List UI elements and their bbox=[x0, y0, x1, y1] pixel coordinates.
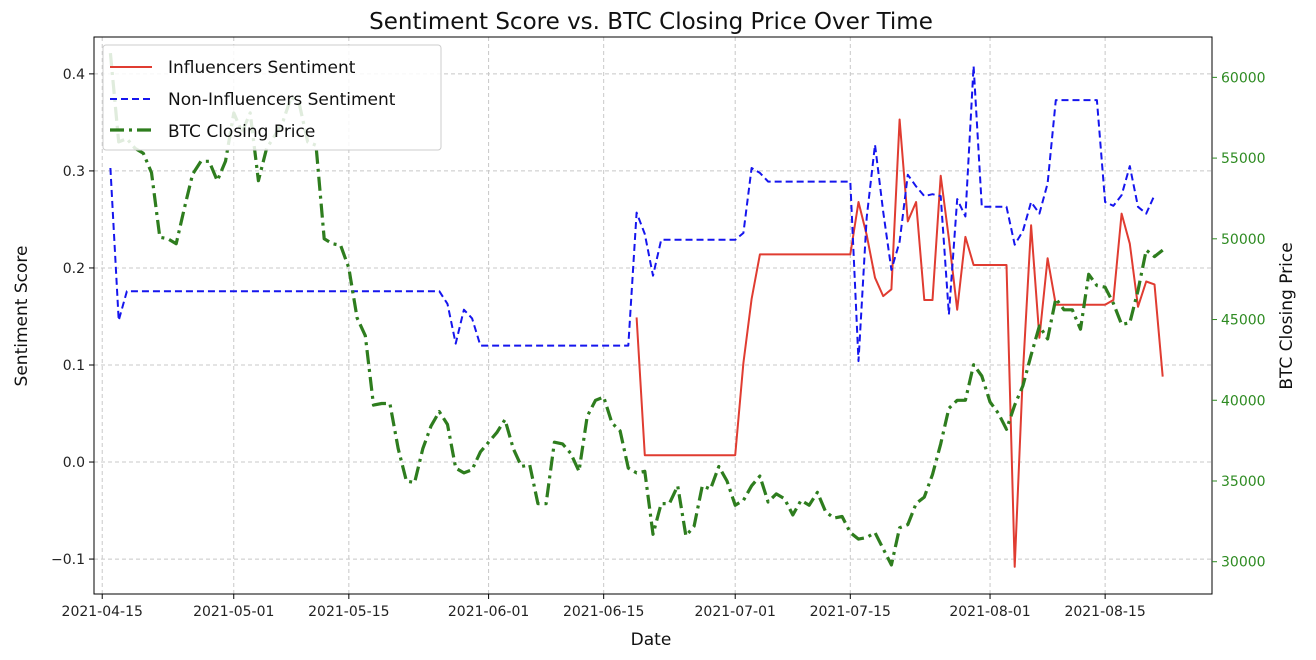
line-non-influencers-sentiment bbox=[109, 65, 1156, 363]
x-tick-label: 2021-05-01 bbox=[193, 604, 274, 620]
chart-title: Sentiment Score vs. BTC Closing Price Ov… bbox=[369, 9, 933, 35]
x-tick-label: 2021-08-01 bbox=[949, 604, 1030, 620]
grid bbox=[94, 37, 1212, 594]
y2-tick-label: 60000 bbox=[1221, 70, 1266, 86]
y2-tick-label: 35000 bbox=[1221, 474, 1266, 490]
x-axis: 2021-04-15 2021-05-01 2021-05-15 2021-06-01… bbox=[62, 594, 1146, 620]
x-tick-label: 2021-04-15 bbox=[62, 604, 143, 620]
legend-label-btc: BTC Closing Price bbox=[168, 122, 315, 142]
y2-tick-label: 50000 bbox=[1221, 232, 1266, 248]
y-tick-label: 0.1 bbox=[63, 358, 85, 374]
x-tick-label: 2021-07-15 bbox=[810, 604, 891, 620]
plot-frame bbox=[93, 36, 1213, 595]
legend-label-influencers: Influencers Sentiment bbox=[168, 58, 356, 78]
legend-box bbox=[102, 44, 442, 151]
y-tick-label: 0.0 bbox=[63, 455, 85, 471]
y-axis-right: 30000 35000 40000 45000 50000 55000 60000 bbox=[1212, 70, 1266, 571]
y2-tick-label: 45000 bbox=[1221, 313, 1266, 329]
y2-tick-label: 55000 bbox=[1221, 151, 1266, 167]
x-axis-label: Date bbox=[631, 630, 672, 650]
y-tick-label: 0.2 bbox=[63, 261, 85, 277]
line-influencers-sentiment bbox=[635, 118, 1164, 568]
y-axis-label: Sentiment Score bbox=[12, 246, 32, 387]
y-tick-label: −0.1 bbox=[51, 552, 85, 568]
x-tick-label: 2021-06-01 bbox=[448, 604, 529, 620]
y-axis-left: −0.1 0.0 0.1 0.2 0.3 0.4 bbox=[51, 67, 94, 568]
y2-axis-label: BTC Closing Price bbox=[1277, 242, 1297, 389]
y-tick-label: 0.4 bbox=[63, 67, 85, 83]
legend: Influencers Sentiment Non-Influencers Se… bbox=[102, 44, 442, 151]
y-tick-label: 0.3 bbox=[63, 164, 85, 180]
x-tick-label: 2021-06-15 bbox=[563, 604, 644, 620]
legend-label-non-influencers: Non-Influencers Sentiment bbox=[168, 90, 396, 110]
y2-tick-label: 30000 bbox=[1221, 555, 1266, 571]
x-tick-label: 2021-05-15 bbox=[308, 604, 389, 620]
y2-tick-label: 40000 bbox=[1221, 393, 1266, 409]
x-tick-label: 2021-08-15 bbox=[1064, 604, 1145, 620]
x-tick-label: 2021-07-01 bbox=[695, 604, 776, 620]
